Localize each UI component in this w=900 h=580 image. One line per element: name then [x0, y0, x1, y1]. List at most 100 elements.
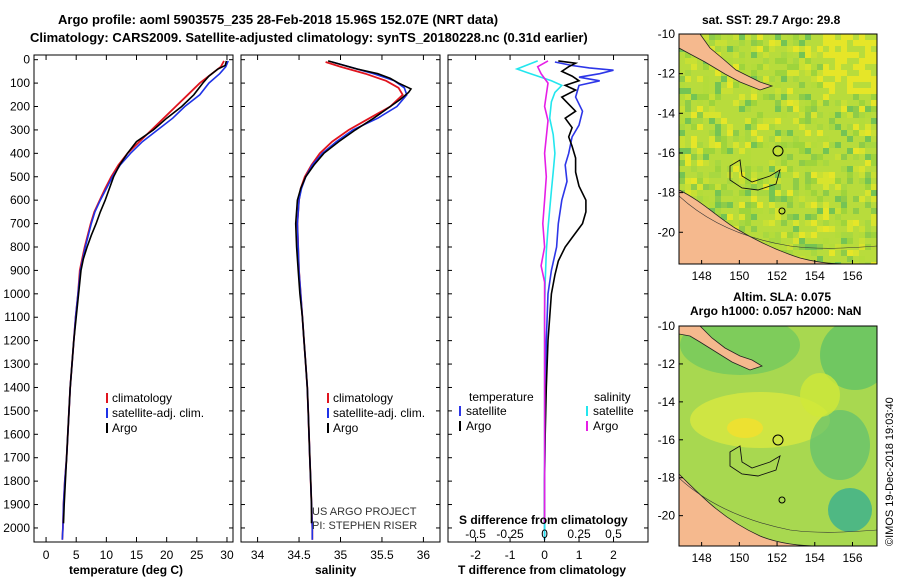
sst-pixel: [871, 118, 877, 124]
sst-pixel: [703, 160, 709, 166]
sst-pixel: [787, 250, 793, 256]
sst-pixel: [775, 214, 781, 220]
sst-pixel: [805, 118, 811, 124]
map-x-tick-label: 154: [805, 269, 825, 283]
series-line-climatology: [61, 60, 225, 540]
sst-pixel: [721, 76, 727, 82]
sst-pixel: [799, 106, 805, 112]
x-tick-label: 25: [190, 548, 204, 562]
sst-pixel: [709, 118, 715, 124]
sst-pixel: [853, 76, 859, 82]
sst-pixel: [691, 154, 697, 160]
sst-pixel: [763, 94, 769, 100]
sst-pixel: [769, 238, 775, 244]
sst-pixel: [847, 238, 853, 244]
sst-pixel: [805, 172, 811, 178]
sst-pixel: [727, 124, 733, 130]
sst-pixel: [811, 220, 817, 226]
sst-pixel: [829, 178, 835, 184]
sst-pixel: [847, 220, 853, 226]
sst-pixel: [787, 70, 793, 76]
sst-pixel: [775, 196, 781, 202]
salinity-x-label: salinity: [315, 563, 357, 577]
sst-pixel: [775, 178, 781, 184]
sst-pixel: [865, 232, 871, 238]
sst-pixel: [835, 178, 841, 184]
sst-pixel: [727, 88, 733, 94]
sst-pixel: [865, 106, 871, 112]
sst-pixel: [787, 202, 793, 208]
sst-pixel: [709, 130, 715, 136]
salinity-legend: climatology satellite-adj. clim. Argo: [327, 391, 425, 435]
sst-pixel: [763, 142, 769, 148]
sst-pixel: [733, 130, 739, 136]
sst-pixel: [859, 34, 865, 40]
sst-pixel: [763, 172, 769, 178]
sst-pixel: [763, 178, 769, 184]
sst-pixel: [769, 136, 775, 142]
sst-pixel: [865, 184, 871, 190]
difference-plot-frame: [447, 54, 649, 543]
sla-blob: [810, 410, 870, 480]
sst-pixel: [805, 190, 811, 196]
sst-pixel: [781, 100, 787, 106]
sst-pixel: [715, 190, 721, 196]
series-line-s-argo: [536, 60, 549, 524]
sst-pixel: [715, 94, 721, 100]
sst-pixel: [835, 196, 841, 202]
sst-pixel: [865, 70, 871, 76]
sst-pixel: [805, 112, 811, 118]
sst-pixel: [781, 130, 787, 136]
sst-pixel: [841, 232, 847, 238]
temperature-legend: climatology satellite-adj. clim. Argo: [106, 391, 204, 435]
sst-pixel: [727, 82, 733, 88]
sst-pixel: [763, 58, 769, 64]
sst-pixel: [853, 124, 859, 130]
sst-pixel: [787, 88, 793, 94]
sst-pixel: [745, 118, 751, 124]
series-line-t-argo: [543, 60, 587, 524]
sst-pixel: [745, 148, 751, 154]
sst-pixel: [829, 40, 835, 46]
sst-pixel: [817, 214, 823, 220]
sst-pixel: [745, 130, 751, 136]
x-tick-label: 30: [220, 548, 234, 562]
sst-pixel: [769, 202, 775, 208]
sst-pixel: [727, 46, 733, 52]
sst-pixel: [775, 34, 781, 40]
sst-pixel: [823, 226, 829, 232]
sst-pixel: [739, 106, 745, 112]
sla-map-frame: [678, 325, 878, 547]
sst-pixel: [847, 106, 853, 112]
x-tick-label: 10: [100, 548, 114, 562]
shelf-contour: [679, 477, 877, 533]
sst-pixel: [715, 112, 721, 118]
sst-pixel: [709, 46, 715, 52]
sst-pixel: [799, 238, 805, 244]
sst-pixel: [775, 208, 781, 214]
sst-pixel: [865, 46, 871, 52]
sst-pixel: [787, 244, 793, 250]
s-tick-label: 0.25: [567, 527, 591, 541]
sst-pixel: [811, 250, 817, 256]
sst-pixel: [793, 118, 799, 124]
sla-map-axes: 148 150 152 154 156 -10 -12 -14 -16 -18 -20: [658, 319, 863, 565]
sst-pixel: [721, 118, 727, 124]
sst-pixel: [871, 82, 877, 88]
x-tick-label: 34: [251, 548, 265, 562]
sst-pixel: [685, 106, 691, 112]
legend-swatch-satellite: [106, 408, 108, 418]
difference-x-label: T difference from climatology: [458, 563, 626, 577]
sst-pixel: [751, 226, 757, 232]
legend-swatch-satellite: [327, 408, 329, 418]
sst-pixel: [721, 148, 727, 154]
sst-pixel: [841, 190, 847, 196]
sst-pixel: [733, 34, 739, 40]
sst-pixel: [733, 142, 739, 148]
sst-pixel: [769, 160, 775, 166]
sst-pixel: [781, 160, 787, 166]
sst-pixel: [853, 166, 859, 172]
sst-pixel: [751, 100, 757, 106]
sst-pixel: [757, 208, 763, 214]
sst-pixel: [781, 154, 787, 160]
